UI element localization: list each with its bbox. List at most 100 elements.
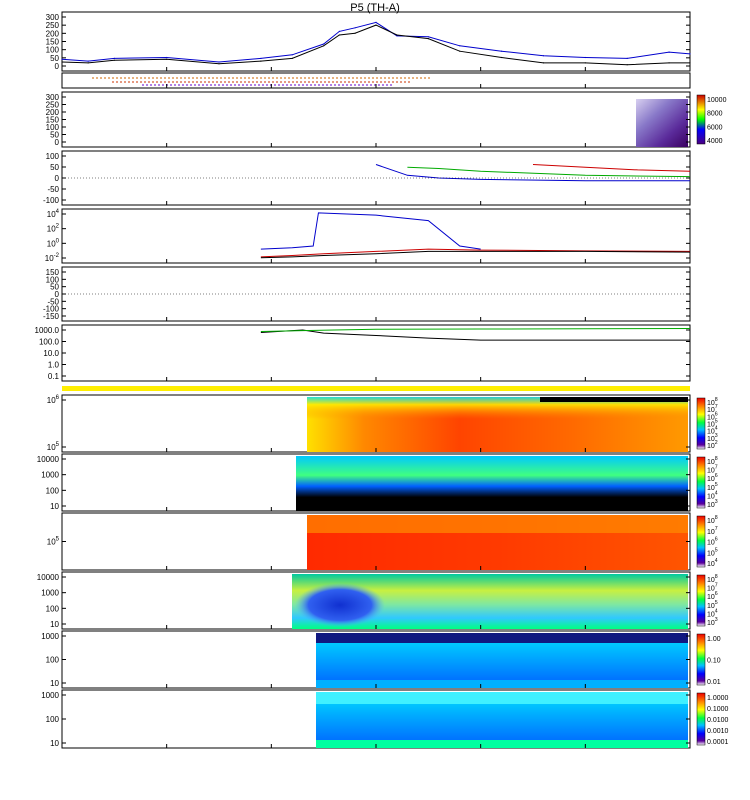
ytick-label-ti-0: 1000.0 [35,326,60,335]
ytick-label-ae-0: 300 [46,13,60,22]
ae-point-0-6 [291,54,293,56]
keogram-image [636,99,688,147]
esa2-blue-blob [295,583,385,627]
ytick-label-fbk1-2: 10 [50,679,59,688]
colorbar-tick-sst1-6: 102 [707,440,718,450]
panel-frame-ni [61,208,691,264]
ytick-label-ti-4: 0.1 [48,372,60,381]
colorbar-keogram [696,94,706,145]
plot-title: P5 (TH-A) [350,2,400,14]
ae-point-1-18 [668,62,670,64]
ytick-label-fbk2-2: 10 [50,739,59,748]
colorbar-tick-esa2-0: 108 [707,574,718,584]
colorbar-tick-keogram-2: 6000 [707,124,723,131]
colorbar-tick-sst2-4: 104 [707,558,718,568]
ytick-label-bfit-2: 0 [55,174,60,183]
colorbar-tick-esa2-3: 105 [707,600,718,610]
ytick-label-ti-2: 10.0 [43,349,59,358]
ytick-label-ni-3: 10-2 [45,253,60,263]
ae-point-1-0 [61,61,63,63]
ytick-label-keogram-1: 250 [46,101,60,110]
sst1-top-band [307,397,688,419]
yellow-strip [62,386,690,391]
colorbar-tick-esa1-5: 103 [707,499,718,509]
ytick-label-ni-0: 104 [47,209,60,219]
ytick-label-vi-5: -100 [43,305,60,314]
sst1-black-top [540,397,688,402]
colorbar-tick-fbk2-4: 0.0001 [707,739,729,746]
colorbars: 1000080006000400010810710610510410310210… [696,94,729,746]
ae-point-1-7 [323,45,325,47]
colorbar-tick-keogram-3: 4000 [707,138,723,145]
ytick-label-vi-3: 0 [55,290,60,299]
ni-line-2 [260,212,481,250]
sst2-top-band [307,515,688,533]
esa1-spectrogram [296,456,688,511]
ae-point-0-19 [689,53,691,55]
ae-point-1-5 [260,60,262,62]
ytick-label-keogram-6: 0 [55,138,60,147]
ae-point-0-5 [260,57,262,60]
ytick-label-keogram-0: 300 [46,93,60,102]
ae-point-0-9 [354,27,356,29]
ae-point-1-9 [354,32,356,34]
ytick-label-bfit-4: -100 [43,196,60,205]
colorbar-tick-sst2-0: 108 [707,515,718,525]
ae-point-1-4 [218,63,220,65]
ae-point-1-19 [689,62,691,64]
colorbar-sst2 [696,515,706,568]
ytick-label-ti-1: 100.0 [39,338,60,347]
line-series-layer [61,21,691,341]
ni-line-0 [260,248,691,258]
colorbar-tick-sst1-4: 104 [707,426,718,436]
colorbar-tick-esa1-2: 106 [707,473,718,483]
colorbar-tick-keogram-0: 10000 [707,97,727,104]
fbk1-bottom-band [316,680,688,688]
ae-point-0-15 [542,55,545,57]
ae-point-1-14 [501,56,503,59]
colorbar-tick-esa2-1: 107 [707,583,718,593]
ae-point-0-17 [626,57,628,60]
colorbar-esa1 [696,456,706,509]
fbk2-bottom-band [316,740,688,748]
panel-frame-ti [61,324,691,382]
ae-point-0-7 [323,43,325,45]
ytick-label-keogram-2: 200 [46,108,60,117]
colorbar-tick-fbk1-1: 0.10 [707,658,721,665]
ytick-label-ae-5: 50 [50,54,59,63]
colorbar-tick-fbk2-1: 0.1000 [707,706,729,713]
ae-point-1-3 [166,58,168,60]
ytick-label-ae-4: 100 [46,46,60,55]
ytick-label-keogram-3: 150 [46,116,60,125]
ae-point-1-15 [542,62,545,64]
colorbar-sst1 [696,397,706,450]
ytick-label-bfit-0: 100 [46,152,60,161]
panel-frame-bfit [61,150,691,206]
ytick-label-ae-3: 150 [46,38,60,47]
ae-point-1-13 [459,50,461,52]
panel-frame-keogram [61,91,691,148]
ae-point-1-8 [338,34,340,36]
ae-point-1-6 [291,57,293,60]
fbk1-top-dark [316,633,688,643]
ytick-label-esa2-1: 1000 [41,589,59,598]
colorbar-fbk2 [696,692,706,746]
colorbar-tick-keogram-1: 8000 [707,111,723,118]
colorbar-tick-esa1-4: 104 [707,490,718,500]
colorbar-tick-sst1-1: 107 [707,404,718,414]
ytick-label-ni-2: 100 [47,238,60,248]
ytick-label-vi-4: -50 [47,297,59,306]
colorbar-tick-esa2-5: 103 [707,617,718,627]
panel-frame-ae [61,11,691,72]
ytick-label-fbk2-1: 100 [46,715,60,724]
ytick-label-esa1-0: 10000 [37,455,60,464]
ytick-label-sst1-1: 105 [47,442,60,452]
ytick-label-sst1-0: 106 [47,395,60,405]
ytick-label-ti-3: 1.0 [48,361,60,370]
colorbar-tick-esa2-2: 106 [707,591,718,601]
ae-point-0-0 [61,58,63,60]
ti-line-1 [260,327,691,333]
ae-point-0-8 [338,30,340,32]
ytick-label-vi-1: 100 [46,275,60,284]
ytick-label-vi-2: 50 [50,283,59,292]
